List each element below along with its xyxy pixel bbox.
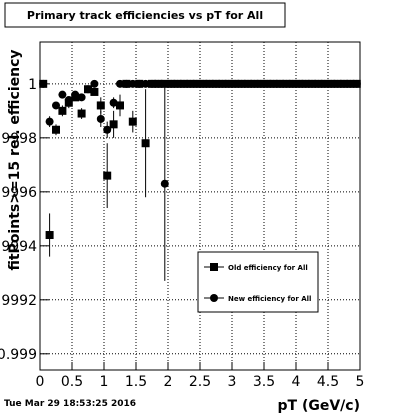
marker-circle (224, 79, 233, 88)
marker-circle (205, 79, 214, 88)
marker-square (109, 120, 118, 129)
marker-circle (269, 79, 278, 88)
marker-square (96, 101, 105, 110)
chart-title: Primary track efficiencies vs pT for All (27, 9, 263, 22)
x-tick-label: 4 (292, 374, 301, 390)
plot-frame (39, 41, 361, 371)
marker-circle (263, 79, 272, 88)
marker-square (90, 87, 99, 96)
marker-circle (276, 79, 284, 88)
x-tick-label: 4.5 (317, 374, 339, 390)
marker-square (52, 125, 60, 134)
marker-circle (301, 79, 310, 88)
marker-circle (212, 79, 220, 88)
marker-circle (250, 79, 259, 88)
marker-circle (58, 90, 67, 99)
marker-circle (288, 79, 297, 88)
marker-circle (308, 79, 316, 88)
y-tick-label: 1 (28, 77, 37, 93)
marker-square (77, 109, 86, 118)
marker-circle (122, 79, 131, 88)
x-tick-label: 1.5 (125, 374, 147, 390)
marker-circle (148, 79, 156, 88)
marker-circle (314, 79, 323, 88)
marker-circle (90, 79, 99, 88)
y-tick-label: 0.9996 (0, 185, 37, 201)
marker-circle (346, 79, 355, 88)
marker-circle (327, 79, 336, 88)
marker-circle (244, 79, 252, 88)
marker-circle (103, 125, 112, 134)
x-tick-label: 2 (164, 374, 173, 390)
marker-square (103, 171, 112, 180)
marker-circle (52, 101, 60, 110)
legend-box (197, 251, 319, 313)
legend-label: Old efficiency for All (228, 264, 308, 272)
x-tick-label: 2.5 (189, 374, 211, 390)
marker-circle (96, 114, 105, 123)
marker-circle (192, 79, 201, 88)
marker-square (58, 106, 67, 115)
marker-square (116, 101, 124, 110)
marker-circle (141, 79, 150, 88)
marker-circle (282, 79, 291, 88)
marker-circle (320, 79, 329, 88)
marker-circle (116, 79, 124, 88)
marker-circle (173, 79, 182, 88)
title-box (4, 2, 286, 28)
marker-circle (186, 79, 195, 88)
marker-circle (256, 79, 265, 88)
marker-circle (180, 79, 188, 88)
marker-circle (199, 79, 208, 88)
y-tick-label: 0.9992 (0, 293, 37, 309)
x-tick-label: 5 (356, 374, 365, 390)
marker-circle (210, 294, 218, 302)
marker-circle (84, 85, 92, 94)
marker-circle (160, 179, 169, 188)
marker-circle (71, 90, 80, 99)
x-tick-label: 1 (100, 374, 109, 390)
marker-circle (45, 117, 54, 126)
marker-square (141, 139, 150, 148)
marker-circle (128, 79, 137, 88)
legend-label: New efficiency for All (228, 295, 311, 303)
marker-circle (109, 98, 118, 107)
marker-circle (295, 79, 304, 88)
x-axis-title: pT (GeV/c) (278, 398, 360, 414)
y-tick-label: 0.999 (0, 347, 37, 363)
x-tick-label: 0 (36, 374, 45, 390)
x-tick-label: 3 (228, 374, 237, 390)
y-tick-label: 0.9998 (0, 131, 37, 147)
y-tick-label: 0.9994 (0, 239, 37, 255)
marker-circle (340, 79, 348, 88)
marker-circle (64, 96, 73, 105)
marker-square (210, 263, 218, 271)
marker-circle (135, 79, 144, 88)
marker-circle (333, 79, 342, 88)
marker-square (160, 79, 169, 88)
y-axis-title: fitPoints>=15 rel. efficiency (7, 49, 23, 270)
marker-square (128, 117, 137, 126)
marker-circle (77, 93, 86, 102)
marker-circle (154, 79, 163, 88)
marker-square (45, 231, 54, 240)
timestamp: Tue Mar 29 18:53:25 2016 (4, 399, 136, 409)
marker-circle (218, 79, 227, 88)
marker-circle (237, 79, 246, 88)
marker-circle (167, 79, 176, 88)
x-tick-label: 3.5 (253, 374, 275, 390)
marker-circle (39, 79, 48, 88)
marker-circle (352, 79, 361, 88)
x-tick-label: 0.5 (61, 374, 83, 390)
marker-circle (231, 79, 240, 88)
